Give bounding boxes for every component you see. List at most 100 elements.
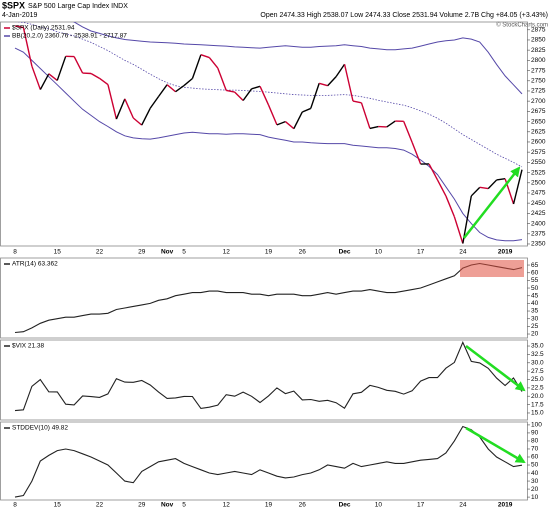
x-tick-label: 12 bbox=[223, 502, 231, 509]
y-tick-label: 2850 bbox=[531, 37, 546, 44]
y-tick-label: 25 bbox=[531, 323, 539, 330]
price-segment bbox=[217, 67, 227, 91]
arrow bbox=[463, 166, 521, 239]
x-tick-label: 26 bbox=[299, 502, 307, 509]
price-segment bbox=[352, 100, 362, 104]
price-segment bbox=[22, 27, 33, 67]
price-segment bbox=[327, 76, 337, 87]
series-line bbox=[14, 341, 523, 412]
plot-area bbox=[14, 341, 523, 412]
price-segment bbox=[496, 177, 506, 181]
y-tick-label: 2775 bbox=[531, 67, 546, 74]
price-segment bbox=[470, 186, 481, 197]
y-tick-label: 17.5 bbox=[531, 401, 544, 408]
panel-frame bbox=[0, 21, 528, 247]
y-tick-label: 80 bbox=[531, 438, 539, 445]
panel-frame bbox=[0, 421, 528, 501]
price-segment bbox=[208, 57, 219, 69]
y-tick-label: 2600 bbox=[531, 139, 546, 146]
series-line bbox=[14, 425, 523, 498]
price-segment bbox=[141, 107, 151, 126]
y-tick-label: 2625 bbox=[531, 128, 546, 135]
price-segment bbox=[462, 195, 472, 244]
y-tick-label: 2700 bbox=[531, 98, 546, 105]
symbol: $SPX bbox=[2, 0, 25, 10]
price-segment bbox=[293, 111, 303, 129]
price-segment bbox=[319, 82, 328, 87]
arrow bbox=[465, 345, 526, 392]
price-segment bbox=[166, 84, 176, 93]
arrow bbox=[465, 426, 526, 464]
price-segment bbox=[310, 83, 320, 109]
y-tick-label: 40 bbox=[531, 470, 539, 477]
price-segment bbox=[73, 56, 84, 74]
y-tick-label: 35 bbox=[531, 308, 539, 315]
price-segment bbox=[200, 54, 210, 59]
series-line bbox=[14, 262, 523, 334]
price-segment bbox=[175, 84, 185, 93]
y-tick-label: 65 bbox=[531, 262, 539, 269]
price-segment bbox=[183, 77, 193, 87]
band-upper bbox=[72, 22, 523, 95]
y-tick-label: 2650 bbox=[531, 118, 546, 125]
y-tick-label: 2375 bbox=[531, 230, 546, 237]
price-segment bbox=[343, 64, 354, 102]
y-tick-label: 2750 bbox=[531, 77, 546, 84]
panel-frame bbox=[0, 257, 528, 339]
highlight bbox=[460, 260, 524, 277]
y-tick-label: 20 bbox=[531, 486, 539, 493]
x-tick-label: 10 bbox=[375, 249, 383, 256]
y-tick-label: 2725 bbox=[531, 88, 546, 95]
y-tick-label: 20 bbox=[531, 331, 539, 338]
legend-label: STDDEV(10) 49.82 bbox=[12, 425, 68, 432]
price-segment bbox=[251, 85, 261, 90]
price-segment bbox=[234, 91, 244, 101]
plot-area bbox=[14, 22, 523, 244]
price-segment bbox=[31, 65, 42, 90]
price-segment bbox=[403, 121, 413, 143]
price-segment bbox=[453, 216, 464, 244]
price-segment bbox=[14, 25, 24, 29]
y-tick-label: 35.0 bbox=[531, 343, 544, 350]
price-segment bbox=[436, 179, 447, 197]
x-tick-label: 19 bbox=[265, 249, 273, 256]
y-tick-label: 100 bbox=[531, 422, 542, 429]
y-tick-label: 2575 bbox=[531, 149, 546, 156]
price-segment bbox=[335, 63, 346, 77]
price-segment bbox=[48, 73, 58, 81]
x-tick-label: 29 bbox=[138, 502, 146, 509]
y-tick-label: 10 bbox=[531, 494, 539, 501]
x-tick-label: 15 bbox=[54, 249, 62, 256]
y-tick-label: 70 bbox=[531, 446, 539, 453]
price-segment bbox=[445, 195, 456, 218]
x-tick-label: 15 bbox=[54, 502, 62, 509]
y-tick-label: 22.5 bbox=[531, 385, 544, 392]
price-segment bbox=[369, 125, 379, 130]
y-tick-label: 90 bbox=[531, 430, 539, 437]
date: 4-Jan-2019 bbox=[2, 12, 38, 19]
y-tick-label: 2675 bbox=[531, 108, 546, 115]
y-tick-label: 2450 bbox=[531, 200, 546, 207]
legend-label: $VIX 21.38 bbox=[12, 343, 45, 350]
quote: Open 2474.33 High 2538.07 Low 2474.33 Cl… bbox=[260, 12, 548, 19]
y-tick-label: 2400 bbox=[531, 220, 546, 227]
x-tick-label: Dec bbox=[339, 502, 351, 509]
y-tick-label: 60 bbox=[531, 269, 539, 276]
price-segment bbox=[56, 56, 67, 81]
x-tick-label: 10 bbox=[375, 502, 383, 509]
price-segment bbox=[267, 104, 278, 126]
x-tick-label: 5 bbox=[182, 249, 186, 256]
y-tick-label: 30 bbox=[531, 315, 539, 322]
price-segment bbox=[90, 72, 100, 79]
y-tick-label: 40 bbox=[531, 300, 539, 307]
price-segment bbox=[512, 169, 523, 205]
y-tick-label: 55 bbox=[531, 277, 539, 284]
y-tick-label: 2875 bbox=[531, 26, 546, 33]
price-segment bbox=[284, 121, 295, 130]
price-segment bbox=[226, 89, 235, 93]
price-segment bbox=[360, 102, 371, 129]
y-tick-label: 60 bbox=[531, 454, 539, 461]
band-middle bbox=[14, 22, 523, 168]
price-segment bbox=[242, 88, 253, 101]
x-tick-label: 2019 bbox=[498, 249, 513, 256]
